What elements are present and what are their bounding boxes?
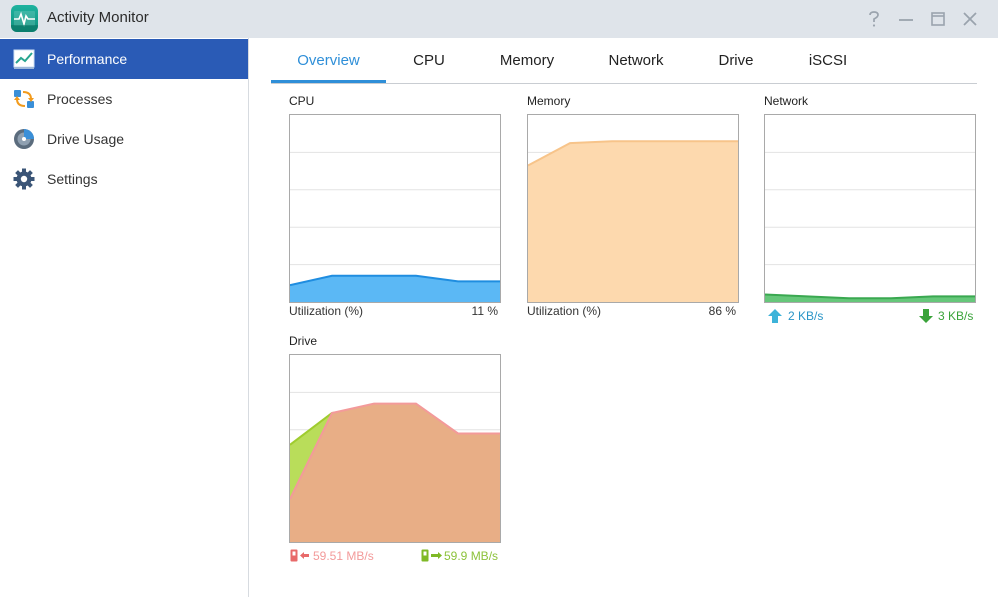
tab-network[interactable]: Network: [608, 52, 664, 69]
memory-series-0-line: [528, 140, 738, 167]
sidebar-item-drive-usage[interactable]: Drive Usage: [0, 119, 248, 159]
network-chart: [764, 114, 976, 303]
memory-chart: [527, 114, 739, 303]
maximize-icon[interactable]: [928, 9, 948, 29]
tab-cpu[interactable]: CPU: [413, 52, 445, 69]
sidebar: Performance Processes Drive Usage Settin…: [0, 38, 249, 597]
network-upload-rate: 2 KB/s: [788, 309, 824, 323]
memory-series-0-area: [528, 141, 738, 302]
network-download-rate: 3 KB/s: [938, 309, 974, 323]
sidebar-item-settings[interactable]: Settings: [0, 159, 248, 199]
upload-arrow-icon: [768, 309, 782, 323]
cpu-utilization-label: Utilization (%): [289, 304, 364, 318]
sidebar-item-label: Performance: [47, 51, 128, 67]
sidebar-item-performance[interactable]: Performance: [0, 39, 248, 79]
cpu-series-0-line: [290, 274, 500, 287]
cpu-series-0-area: [290, 275, 500, 302]
sidebar-item-label: Processes: [47, 91, 113, 107]
drive-write-icon: [421, 549, 443, 562]
performance-chart-icon: [13, 48, 35, 70]
network-series-0-line: [765, 293, 975, 300]
sidebar-item-label: Settings: [47, 171, 98, 187]
drive-panel-title: Drive: [289, 334, 318, 348]
tab-overview[interactable]: Overview: [271, 40, 386, 83]
cpu-chart-svg: [290, 151, 500, 302]
close-icon[interactable]: [960, 9, 980, 29]
drive-usage-icon: [13, 128, 35, 150]
tab-bar: Overview CPU Memory Network Drive iSCSI: [271, 40, 977, 84]
drive-read-icon: [290, 549, 310, 562]
title-bar: Activity Monitor: [0, 0, 998, 38]
network-chart-svg: [765, 151, 975, 302]
memory-utilization-value: 86 %: [708, 304, 736, 318]
network-panel-title: Network: [764, 94, 809, 108]
window-title: Activity Monitor: [47, 9, 149, 26]
memory-chart-svg: [528, 140, 738, 302]
cpu-chart: [289, 114, 501, 303]
drive-chart-svg: [290, 391, 500, 542]
tab-iscsi[interactable]: iSCSI: [808, 52, 848, 69]
drive-chart: [289, 354, 501, 543]
cpu-panel-title: CPU: [289, 94, 315, 108]
drive-read-rate: 59.51 MB/s: [313, 549, 374, 563]
tab-memory[interactable]: Memory: [499, 52, 555, 69]
drive-series-1-area: [290, 403, 500, 542]
memory-panel-title: Memory: [527, 94, 571, 108]
drive-series-1-line: [290, 402, 500, 500]
sidebar-item-label: Drive Usage: [47, 131, 125, 147]
drive-write-rate: 59.9 MB/s: [444, 549, 499, 563]
help-icon[interactable]: [864, 9, 884, 29]
cpu-utilization-value: 11 %: [471, 304, 498, 318]
network-series-0-area: [765, 294, 975, 302]
memory-utilization-label: Utilization (%): [527, 304, 602, 318]
processes-icon: [13, 88, 35, 110]
download-arrow-icon: [919, 309, 933, 323]
sidebar-item-processes[interactable]: Processes: [0, 79, 248, 119]
gear-icon: [13, 168, 35, 190]
tab-drive[interactable]: Drive: [718, 52, 754, 69]
minimize-icon[interactable]: [896, 9, 916, 29]
activity-monitor-app-icon: [11, 5, 38, 32]
